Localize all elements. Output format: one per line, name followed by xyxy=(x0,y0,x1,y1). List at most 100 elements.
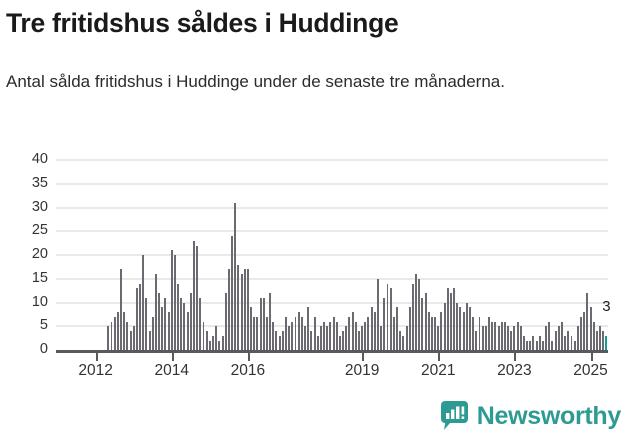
bar xyxy=(110,321,113,350)
bar xyxy=(319,326,322,350)
bar xyxy=(199,297,202,350)
bar xyxy=(475,331,478,350)
bar xyxy=(602,331,605,350)
bar xyxy=(573,340,576,350)
y-axis-tick-label: 35 xyxy=(31,174,48,191)
bar xyxy=(449,293,452,350)
x-axis-tick xyxy=(514,353,517,361)
bar xyxy=(510,331,513,350)
bar xyxy=(167,312,170,350)
bar xyxy=(516,321,519,350)
x-axis-tick xyxy=(95,353,98,361)
gridline xyxy=(56,254,608,256)
bar xyxy=(446,288,449,350)
y-axis-tick-label: 15 xyxy=(31,269,48,286)
newsworthy-logo-text: Newsworthy xyxy=(476,401,622,430)
chart-subtitle: Antal sålda fritidshus i Huddinge under … xyxy=(6,72,505,91)
bar xyxy=(294,316,297,350)
bar xyxy=(240,274,243,350)
x-axis-ticks xyxy=(56,353,608,361)
bar xyxy=(313,316,316,350)
bar xyxy=(367,316,370,350)
x-axis-tick xyxy=(171,353,174,361)
bar xyxy=(570,335,573,350)
bar xyxy=(383,297,386,350)
bar xyxy=(316,335,319,350)
bar xyxy=(158,293,161,350)
bar xyxy=(107,326,110,350)
bar xyxy=(541,340,544,350)
bar xyxy=(373,312,376,350)
x-axis-tick-label: 2025 xyxy=(573,362,608,379)
bar xyxy=(342,331,345,350)
bar xyxy=(465,302,468,350)
bar xyxy=(418,278,421,350)
bar xyxy=(135,288,138,350)
bar xyxy=(183,302,186,350)
bar xyxy=(224,293,227,350)
bar-series xyxy=(56,160,608,350)
bar xyxy=(554,331,557,350)
bar xyxy=(208,340,211,350)
bar xyxy=(529,340,532,350)
newsworthy-logo[interactable]: Newsworthy xyxy=(440,401,622,431)
bar xyxy=(272,321,275,350)
bar xyxy=(500,321,503,350)
bar xyxy=(408,307,411,350)
bar xyxy=(177,283,180,350)
gridline xyxy=(56,182,608,185)
bar xyxy=(396,307,398,350)
bar xyxy=(567,331,570,350)
bar xyxy=(126,321,129,350)
bar xyxy=(430,316,433,350)
bar xyxy=(132,326,135,350)
bar xyxy=(532,335,535,350)
bar xyxy=(180,297,183,350)
bar xyxy=(354,321,357,350)
bar xyxy=(253,316,256,350)
bar xyxy=(329,321,332,350)
gridline xyxy=(56,159,608,161)
bar xyxy=(218,340,221,350)
bar xyxy=(434,316,437,350)
bar xyxy=(307,307,310,350)
bar xyxy=(186,312,189,350)
bar xyxy=(364,321,367,350)
bar xyxy=(424,293,427,350)
bar xyxy=(497,326,500,350)
bar xyxy=(297,312,300,350)
bar xyxy=(380,326,383,350)
bar xyxy=(227,269,230,350)
bar xyxy=(262,297,265,350)
bar xyxy=(231,236,234,350)
bar xyxy=(300,316,303,350)
y-axis-tick-label: 20 xyxy=(31,246,48,262)
bar xyxy=(291,321,294,350)
bar xyxy=(478,316,481,350)
bar xyxy=(246,269,249,350)
bar xyxy=(557,326,560,350)
x-axis-line xyxy=(56,350,608,353)
bar xyxy=(170,250,173,350)
bar xyxy=(586,293,589,350)
gridline xyxy=(56,301,608,304)
bar xyxy=(415,274,418,350)
bar xyxy=(491,321,494,350)
bar xyxy=(402,335,405,350)
x-axis-tick-label: 2019 xyxy=(344,362,380,379)
bar xyxy=(196,245,199,350)
bar xyxy=(456,302,459,350)
bar xyxy=(275,331,278,350)
bar xyxy=(212,335,214,350)
bar xyxy=(281,331,284,350)
bar xyxy=(472,316,475,350)
bar xyxy=(427,312,430,350)
bar xyxy=(173,255,176,350)
bar xyxy=(389,288,392,350)
bar-value-label: 3 xyxy=(602,297,611,315)
x-axis-tick-label: 2012 xyxy=(78,362,113,379)
bar xyxy=(592,321,595,350)
bar xyxy=(513,326,516,350)
bar xyxy=(357,331,360,350)
